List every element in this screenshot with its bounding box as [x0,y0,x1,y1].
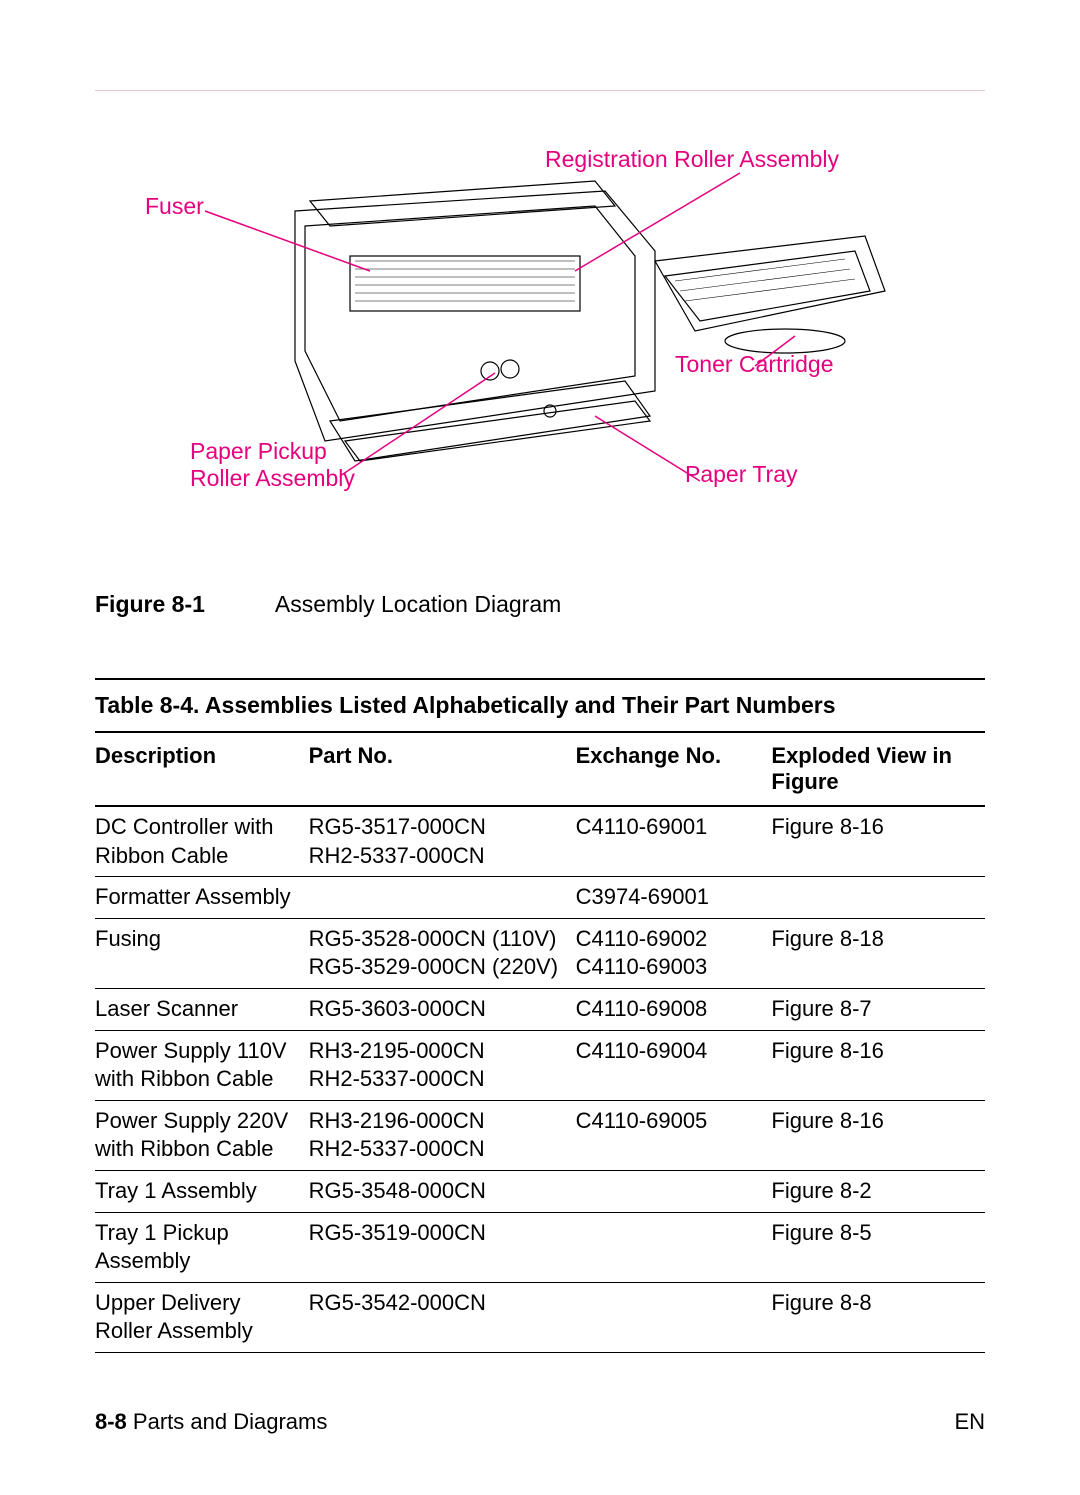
table-title: Table 8-4. Assemblies Listed Alphabetica… [95,678,985,733]
cell-exploded_view: Figure 8-5 [771,1212,985,1282]
table-row: Laser ScannerRG5-3603-000CNC4110-69008Fi… [95,988,985,1030]
cell-part_no: RG5-3517-000CN RH2-5337-000CN [309,806,576,877]
cell-part_no [309,877,576,919]
cell-exchange_no: C4110-69002 C4110-69003 [576,918,772,988]
cell-part_no: RG5-3528-000CN (110V) RG5-3529-000CN (22… [309,918,576,988]
cell-part_no: RG5-3548-000CN [309,1170,576,1212]
table-row: Power Supply 220V with Ribbon CableRH3-2… [95,1100,985,1170]
table-row: Tray 1 AssemblyRG5-3548-000CN Figure 8-2 [95,1170,985,1212]
cell-exploded_view: Figure 8-2 [771,1170,985,1212]
cell-description: Laser Scanner [95,988,309,1030]
printer-illustration [95,141,985,571]
table-row: Formatter Assembly C3974-69001 [95,877,985,919]
cell-exchange_no: C4110-69008 [576,988,772,1030]
page-footer: 8-8 Parts and Diagrams EN [95,1409,985,1435]
cell-part_no: RG5-3542-000CN [309,1282,576,1352]
table-row: Tray 1 Pickup AssemblyRG5-3519-000CN Figu… [95,1212,985,1282]
cell-exchange_no: C4110-69005 [576,1100,772,1170]
table-row: Upper Delivery Roller AssemblyRG5-3542-0… [95,1282,985,1352]
page-number: 8-8 [95,1409,127,1434]
footer-left: 8-8 Parts and Diagrams [95,1409,327,1435]
label-paper-tray: Paper Tray [685,461,798,488]
parts-table: Description Part No. Exchange No. Explod… [95,733,985,1353]
header-exchange-no: Exchange No. [576,733,772,806]
cell-exchange_no: C4110-69001 [576,806,772,877]
figure-text: Assembly Location Diagram [275,591,561,617]
cell-exploded_view: Figure 8-16 [771,1100,985,1170]
cell-description: Fusing [95,918,309,988]
cell-exploded_view: Figure 8-7 [771,988,985,1030]
cell-description: Power Supply 220V with Ribbon Cable [95,1100,309,1170]
cell-exchange_no [576,1282,772,1352]
cell-exploded_view: Figure 8-18 [771,918,985,988]
cell-description: Upper Delivery Roller Assembly [95,1282,309,1352]
label-registration: Registration Roller Assembly [545,146,839,173]
table-row: DC Controller with Ribbon CableRG5-3517-… [95,806,985,877]
cell-part_no: RG5-3519-000CN [309,1212,576,1282]
cell-exchange_no [576,1212,772,1282]
cell-description: Tray 1 Assembly [95,1170,309,1212]
table-row: FusingRG5-3528-000CN (110V) RG5-3529-000… [95,918,985,988]
cell-exploded_view: Figure 8-16 [771,806,985,877]
label-paper-pickup-2: Roller Assembly [190,465,355,492]
footer-section-text: Parts and Diagrams [133,1409,327,1434]
divider-top [95,90,985,91]
figure-caption: Figure 8-1 Assembly Location Diagram [95,591,985,618]
cell-part_no: RG5-3603-000CN [309,988,576,1030]
cell-description: Power Supply 110V with Ribbon Cable [95,1030,309,1100]
cell-exploded_view: Figure 8-16 [771,1030,985,1100]
cell-description: Tray 1 Pickup Assembly [95,1212,309,1282]
cell-exchange_no: C3974-69001 [576,877,772,919]
cell-part_no: RH3-2196-000CN RH2-5337-000CN [309,1100,576,1170]
header-part-no: Part No. [309,733,576,806]
table-row: Power Supply 110V with Ribbon CableRH3-2… [95,1030,985,1100]
footer-lang: EN [954,1409,985,1435]
cell-exploded_view: Figure 8-8 [771,1282,985,1352]
cell-part_no: RH3-2195-000CN RH2-5337-000CN [309,1030,576,1100]
figure-label: Figure 8-1 [95,591,205,617]
header-exploded-view: Exploded View in Figure [771,733,985,806]
cell-exchange_no [576,1170,772,1212]
label-paper-pickup-1: Paper Pickup [190,438,327,465]
table-header-row: Description Part No. Exchange No. Explod… [95,733,985,806]
page: Fuser Registration Roller Assembly Toner… [0,0,1080,1495]
cell-description: Formatter Assembly [95,877,309,919]
cell-exchange_no: C4110-69004 [576,1030,772,1100]
header-description: Description [95,733,309,806]
cell-exploded_view [771,877,985,919]
label-toner: Toner Cartridge [675,351,834,378]
cell-description: DC Controller with Ribbon Cable [95,806,309,877]
assembly-diagram: Fuser Registration Roller Assembly Toner… [95,141,985,571]
label-fuser: Fuser [145,193,204,220]
